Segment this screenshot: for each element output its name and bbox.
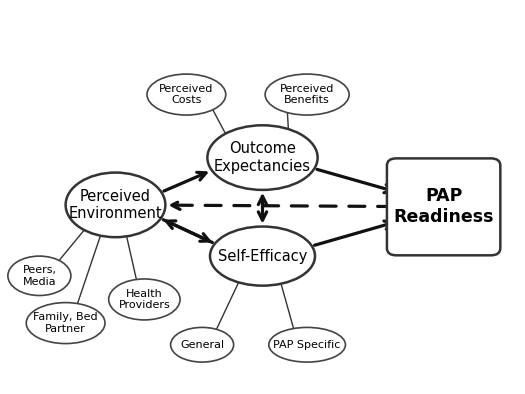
Ellipse shape (207, 125, 318, 190)
Ellipse shape (147, 74, 226, 115)
Text: Perceived
Costs: Perceived Costs (159, 84, 214, 105)
Text: PAP
Readiness: PAP Readiness (393, 188, 494, 226)
Text: PAP Specific: PAP Specific (274, 340, 341, 350)
Text: Outcome
Expectancies: Outcome Expectancies (214, 141, 311, 174)
Ellipse shape (171, 327, 234, 362)
Text: General: General (180, 340, 224, 350)
Ellipse shape (109, 279, 180, 320)
Text: Peers,
Media: Peers, Media (23, 265, 56, 286)
Ellipse shape (269, 327, 345, 362)
Text: Family, Bed
Partner: Family, Bed Partner (33, 312, 98, 334)
Text: Perceived
Benefits: Perceived Benefits (280, 84, 334, 105)
Ellipse shape (26, 303, 105, 344)
Ellipse shape (66, 173, 165, 237)
Text: Self-Efficacy: Self-Efficacy (218, 249, 307, 264)
Ellipse shape (8, 256, 71, 296)
FancyBboxPatch shape (387, 158, 500, 255)
Text: Perceived
Environment: Perceived Environment (69, 189, 162, 221)
Text: Health
Providers: Health Providers (119, 289, 170, 310)
Ellipse shape (265, 74, 349, 115)
Ellipse shape (210, 227, 315, 286)
